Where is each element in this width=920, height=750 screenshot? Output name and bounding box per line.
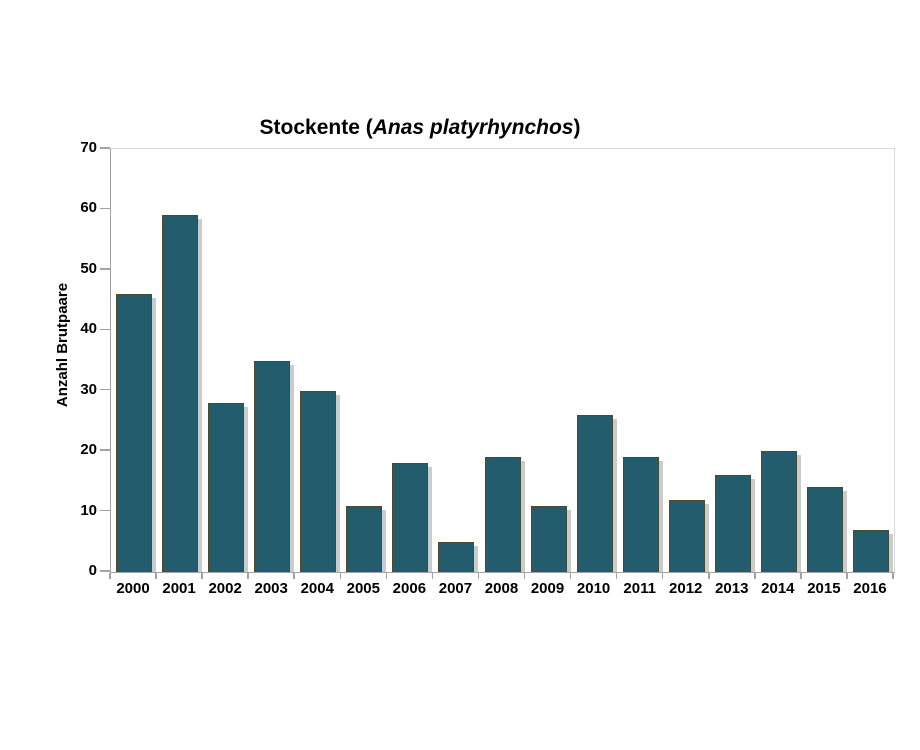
x-tick-label-2012: 2012 xyxy=(669,580,703,597)
bar-2006 xyxy=(392,463,429,572)
x-tick-label-2014: 2014 xyxy=(761,580,795,597)
bar-2015 xyxy=(806,487,843,572)
x-tick-label-2001: 2001 xyxy=(162,580,196,597)
y-tick-60 xyxy=(100,207,110,210)
x-tick-label-2007: 2007 xyxy=(438,580,473,597)
y-tick-label-30: 30 xyxy=(80,380,97,398)
y-tick-40 xyxy=(100,328,110,331)
x-tick-10 xyxy=(569,572,572,579)
x-tick-label-2004: 2004 xyxy=(300,580,334,597)
x-tick-11 xyxy=(615,572,618,579)
y-tick-label-10: 10 xyxy=(80,501,97,519)
bar-2011 xyxy=(622,457,659,572)
y-tick-0 xyxy=(100,570,110,572)
x-tick-17 xyxy=(892,572,894,579)
y-tick-label-0: 0 xyxy=(88,562,97,579)
x-tick-0 xyxy=(109,572,111,579)
x-tick-15 xyxy=(800,572,802,579)
x-tick-label-2000: 2000 xyxy=(116,580,150,597)
x-tick-14 xyxy=(754,572,756,579)
x-tick-label-2005: 2005 xyxy=(346,580,380,597)
x-tick-label-2006: 2006 xyxy=(392,580,427,597)
x-tick-2 xyxy=(201,572,203,579)
y-tick-label-50: 50 xyxy=(80,259,97,277)
chart-title: Stockente (Anas platyrhynchos) xyxy=(110,116,730,144)
chart-title-prefix: Stockente ( xyxy=(259,116,373,139)
bar-2016 xyxy=(852,529,889,572)
chart-title-species: Anas platyrhynchos xyxy=(372,116,574,139)
bar-2008 xyxy=(484,457,521,572)
x-tick-label-2002: 2002 xyxy=(208,580,242,597)
x-tick-label-2011: 2011 xyxy=(623,580,656,597)
y-tick-label-60: 60 xyxy=(80,199,97,217)
x-tick-12 xyxy=(661,572,664,579)
x-tick-5 xyxy=(339,572,342,579)
x-tick-label-2013: 2013 xyxy=(715,580,749,597)
bar-2014 xyxy=(760,451,797,572)
x-tick-label-2009: 2009 xyxy=(530,580,565,597)
chart-title-suffix: ) xyxy=(573,116,581,139)
y-tick-30 xyxy=(100,388,110,391)
y-tick-10 xyxy=(100,509,110,512)
bar-2003 xyxy=(254,360,291,572)
x-tick-1 xyxy=(155,572,157,579)
x-tick-9 xyxy=(523,572,526,579)
y-tick-70 xyxy=(100,147,110,149)
x-tick-label-2003: 2003 xyxy=(254,580,288,597)
bar-2010 xyxy=(576,414,613,572)
x-tick-16 xyxy=(846,572,848,579)
x-tick-label-2016: 2016 xyxy=(853,580,887,597)
bar-2013 xyxy=(714,475,751,572)
x-tick-label-2010: 2010 xyxy=(576,580,611,597)
y-tick-label-70: 70 xyxy=(80,139,97,156)
y-tick-label-40: 40 xyxy=(80,320,97,338)
x-tick-6 xyxy=(385,572,388,579)
plot-area xyxy=(110,148,895,573)
y-tick-50 xyxy=(100,268,110,270)
bar-2001 xyxy=(162,215,199,572)
x-tick-13 xyxy=(708,572,710,579)
bar-2009 xyxy=(530,505,567,572)
bar-2007 xyxy=(438,541,475,572)
y-tick-label-20: 20 xyxy=(80,441,97,459)
x-tick-label-2015: 2015 xyxy=(807,580,841,597)
bar-2004 xyxy=(300,390,337,572)
bar-2002 xyxy=(208,402,245,572)
bar-2012 xyxy=(668,499,705,572)
x-tick-8 xyxy=(477,572,480,579)
bar-2000 xyxy=(116,294,153,572)
x-tick-4 xyxy=(293,572,295,579)
y-tick-20 xyxy=(100,449,110,451)
x-tick-label-2008: 2008 xyxy=(484,580,519,597)
x-tick-7 xyxy=(431,572,434,579)
bar-2005 xyxy=(346,505,383,572)
x-tick-3 xyxy=(247,572,249,579)
